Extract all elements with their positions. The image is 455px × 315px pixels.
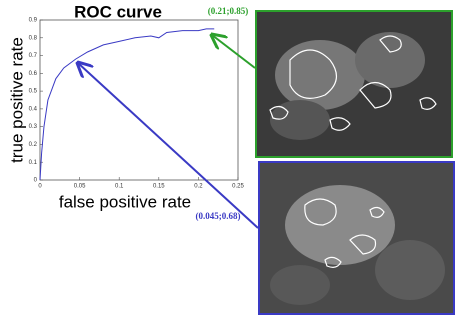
y-tick-label: 0.9 [29, 18, 38, 24]
y-tick-label: 0.2 [29, 142, 38, 148]
chart-title: ROC curve [74, 2, 162, 21]
y-tick-label: 0.4 [29, 106, 38, 112]
y-tick-label: 0.6 [29, 71, 38, 77]
annotation: (0.21;0.85) [208, 6, 249, 16]
annotation: (0.045;0.68) [196, 211, 241, 221]
x-tick-label: 0.15 [153, 184, 165, 190]
y-tick-label: 0.3 [29, 124, 38, 130]
y-tick-label: 0 [34, 178, 38, 184]
figure: ROC curve true positive rate false posit… [0, 0, 455, 315]
roc-line [40, 29, 214, 180]
x-tick-label: 0.1 [115, 184, 124, 190]
y-tick-label: 0.1 [29, 160, 38, 166]
y-tick-label: 0.5 [29, 89, 38, 95]
x-tick-label: 0.05 [74, 184, 86, 190]
image-bottom [259, 162, 454, 314]
x-tick-label: 0.2 [194, 184, 203, 190]
x-axis-label: false positive rate [59, 192, 191, 211]
arrow [212, 35, 255, 68]
y-axis-label: true positive rate [7, 37, 26, 163]
y-tick-label: 0.8 [29, 35, 38, 41]
x-tick-label: 0 [38, 184, 42, 190]
x-tick-label: 0.25 [232, 184, 244, 190]
image-top [256, 11, 452, 157]
plot-frame [40, 20, 238, 180]
y-tick-label: 0.7 [29, 53, 38, 59]
